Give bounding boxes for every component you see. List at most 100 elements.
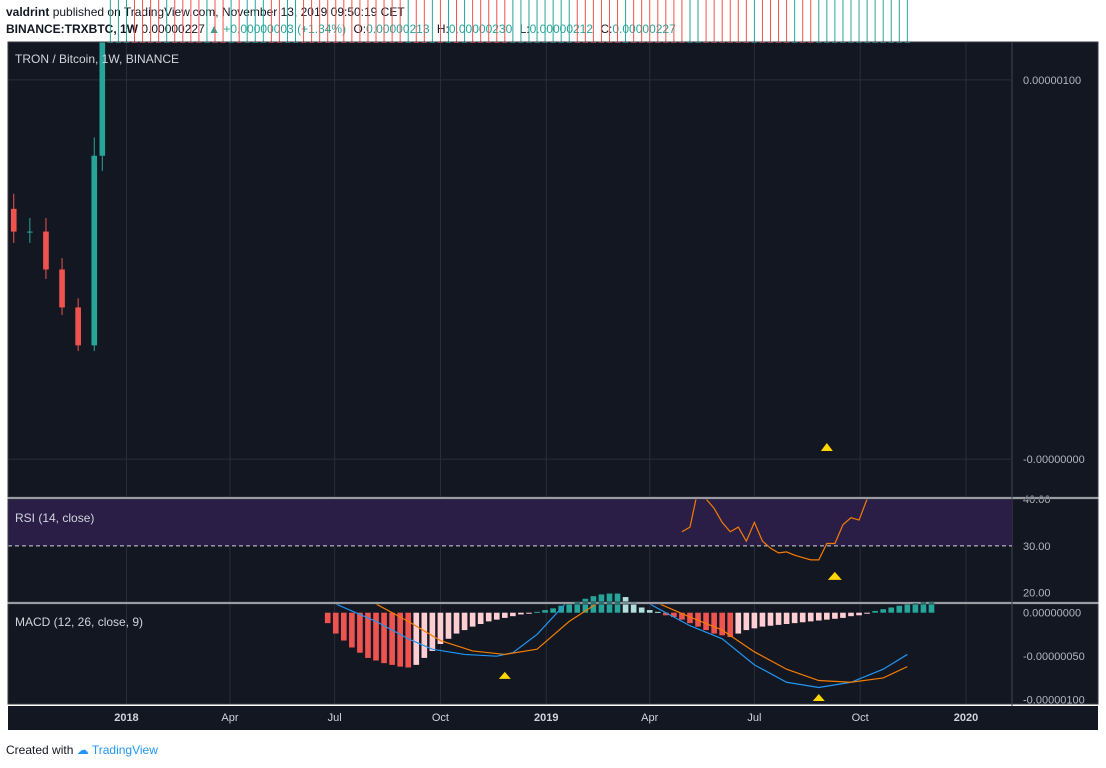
candle [10, 208, 17, 232]
macd-histogram-bar [775, 612, 782, 625]
candle [43, 231, 49, 270]
time-tick-label: 2020 [954, 712, 978, 724]
macd-histogram-bar [413, 612, 420, 665]
macd-histogram-bar [437, 612, 444, 644]
macd-histogram-bar [614, 593, 621, 613]
macd-histogram-bar [832, 612, 838, 619]
macd-histogram-bar [638, 607, 645, 613]
macd-histogram-bar [429, 612, 436, 651]
chart-canvas[interactable]: 0.000010000.000009000.000008000.00000700… [0, 0, 1106, 740]
signal-line [375, 604, 908, 683]
macd-histogram-bar [904, 604, 911, 613]
price-pane[interactable] [8, 42, 1012, 497]
price-tick-label: 0.00000100 [1023, 75, 1081, 87]
macd-histogram-bar [912, 603, 919, 613]
price-axis[interactable] [1012, 42, 1098, 497]
macd-histogram-bar [663, 612, 669, 616]
macd-histogram-bar [791, 612, 798, 624]
pane-border [7, 603, 1099, 705]
macd-histogram-bar [815, 612, 822, 621]
macd-axis[interactable] [1012, 604, 1098, 704]
macd-histogram-bar [566, 604, 573, 613]
macd-histogram-bar [727, 612, 734, 638]
candle [59, 269, 65, 308]
pane-border [7, 498, 1099, 603]
time-tick-label: Jul [747, 712, 761, 724]
tradingview-logo-icon: ☁ [76, 743, 89, 757]
macd-line [335, 604, 908, 689]
macd-histogram-bar [888, 607, 895, 613]
macd-histogram-bar [493, 612, 500, 620]
tradingview-brand[interactable]: TradingView [91, 743, 158, 757]
macd-histogram-bar [365, 612, 371, 658]
macd-histogram-bar [421, 612, 428, 658]
macd-histogram-bar [518, 612, 524, 615]
time-tick-label: Oct [432, 712, 449, 724]
macd-histogram-bar [324, 612, 331, 624]
macd-histogram-bar [606, 593, 613, 613]
time-axis[interactable] [8, 706, 1098, 730]
author-name[interactable]: valdrint [6, 5, 50, 19]
macd-histogram-bar [751, 612, 758, 629]
macd-histogram-bar [735, 612, 742, 634]
time-tick-label: 2019 [534, 712, 558, 724]
macd-histogram-bar [695, 612, 701, 627]
macd-pane-title: MACD (12, 26, close, 9) [15, 615, 143, 629]
macd-histogram-bar [671, 612, 677, 618]
time-tick-label: Oct [852, 712, 869, 724]
macd-histogram-bar [582, 598, 589, 613]
publish-text: published on TradingView.com, November 1… [52, 5, 405, 19]
macd-histogram-bar [824, 612, 830, 620]
macd-histogram-bar [469, 612, 476, 627]
rsi-tick-label: 30.00 [1023, 541, 1051, 553]
macd-histogram-bar [767, 612, 774, 626]
macd-histogram-bar [687, 612, 693, 624]
low-marker-triangle [820, 443, 833, 451]
price-pane-title: TRON / Bitcoin, 1W, BINANCE [15, 52, 179, 66]
macd-histogram-bar [679, 612, 685, 620]
up-arrow-icon: ▲ [208, 22, 220, 36]
created-with-text: Created with [6, 743, 74, 757]
macd-histogram-bar [550, 608, 556, 613]
macd-histogram-bar [856, 612, 862, 616]
macd-histogram-bar [872, 610, 878, 613]
macd-histogram-bar [799, 612, 806, 623]
macd-histogram-bar [485, 612, 492, 622]
high-label: H: [436, 22, 449, 36]
macd-histogram-bar [461, 612, 468, 631]
macd-histogram-bar [880, 609, 887, 613]
rsi-tick-label: 40.00 [1023, 494, 1051, 506]
rsi-line [681, 499, 868, 561]
macd-tick-label: -0.00000100 [1023, 695, 1085, 707]
macd-histogram-bar [719, 612, 726, 636]
macd-histogram-bar [864, 612, 870, 614]
macd-histogram-bar [349, 612, 355, 648]
close-value: 0.00000227 [612, 22, 676, 36]
macd-histogram-bar [332, 612, 339, 634]
macd-histogram-bar [840, 612, 846, 618]
rsi-marker-triangle [827, 571, 842, 580]
macd-tick-label: -0.00000050 [1023, 651, 1085, 663]
macd-histogram-bar [526, 612, 532, 614]
publish-line: valdrint published on TradingView.com, N… [6, 5, 405, 19]
macd-histogram-bar [381, 612, 387, 664]
macd-histogram-bar [848, 612, 854, 617]
macd-histogram-bar [574, 601, 581, 613]
open-value: 0.00000213 [366, 22, 430, 36]
macd-tick-label: 0.00000000 [1023, 608, 1081, 620]
macd-histogram-bar [807, 612, 814, 622]
macd-marker-triangle [498, 671, 511, 679]
macd-histogram-bar [654, 611, 661, 613]
symbol-line: BINANCE:TRXBTC, 1W [6, 22, 138, 36]
macd-histogram-bar [783, 612, 790, 624]
macd-histogram-bar [389, 612, 395, 665]
footer: Created with ☁ TradingView [6, 743, 158, 757]
time-tick-label: Apr [641, 712, 658, 724]
macd-histogram-bar [534, 611, 540, 613]
candle [27, 231, 33, 233]
macd-histogram-bar [646, 610, 653, 613]
price-tick-label: -0.00000000 [1023, 454, 1085, 466]
macd-histogram-bar [743, 612, 750, 631]
rsi-axis[interactable] [1012, 499, 1098, 602]
candle [99, 42, 106, 156]
